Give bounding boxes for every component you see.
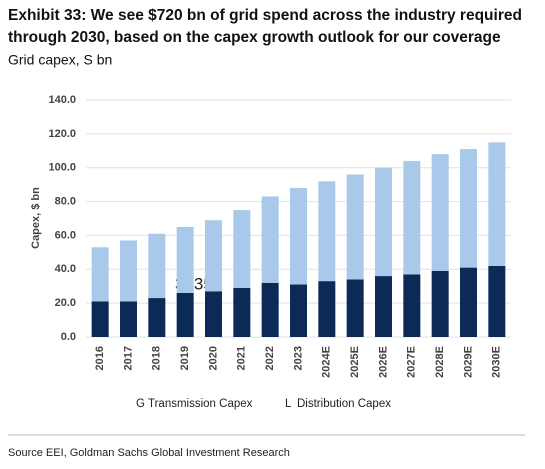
y-axis-label: Capex, $ bn [30,187,42,249]
bar-segment [120,240,137,302]
bar-segment [318,281,336,337]
x-tick-label: 2020 [207,346,219,370]
bar-segment [375,167,392,277]
bar-segment [403,160,421,275]
x-tick-label: 2027E [406,346,418,378]
y-tick-label: 60.0 [55,229,76,241]
source: Source EEI, Goldman Sachs Global Investm… [8,447,290,459]
y-tick-label: 120.0 [48,128,76,140]
bar-segment [120,301,137,337]
x-tick-label: 2025E [349,346,361,378]
bar-segment [488,142,506,266]
legend-marker: G [136,398,145,410]
bar-segment [233,287,251,337]
bar-segment [346,174,364,280]
bar-segment [431,270,449,337]
x-tick-label: 2021 [236,346,248,370]
legend-label: Distribution Capex [297,398,391,410]
bar-segment [261,282,279,337]
x-tick-label: 2018 [151,346,163,370]
bar-segment [261,196,279,283]
chart-title: through 2030, based on the capex growth … [8,29,501,46]
y-tick-label: 20.0 [55,297,76,309]
legend-marker: L [285,398,292,410]
bar-segment [205,220,222,292]
y-tick-label: 0.0 [61,331,76,343]
x-tick-label: 2029E [462,346,474,378]
x-tick-label: 2026E [377,346,389,378]
bar-segment [205,291,222,337]
y-tick-label: 80.0 [55,195,76,207]
bar-segment [148,298,166,337]
bar-segment [318,181,336,282]
bar-segment [488,265,506,337]
x-tick-label: 2023 [292,346,304,370]
bar-segment [148,233,166,299]
bar-segment [346,279,364,337]
bar-segment [91,247,109,302]
x-tick-label: 2022 [264,346,276,370]
x-tick-label: 2017 [122,346,134,370]
chart-subtitle: Grid capex, S bn [8,52,112,68]
bar-segment [176,292,194,337]
x-tick-label: 2030E [491,346,503,378]
x-tick-label: 2024E [321,346,333,378]
x-tick-label: 2016 [94,346,106,370]
bar-segment [290,284,307,337]
y-tick-label: 100.0 [48,162,76,174]
bar-segment [460,267,477,337]
bar-segment [290,188,307,285]
bar-segment [460,149,477,268]
bar-segment [431,154,449,271]
x-tick-label: 2028E [434,346,446,378]
bar-segment [91,301,109,337]
y-tick-label: 140.0 [48,94,76,106]
x-tick-label: 2019 [179,346,191,370]
bar-segment [375,276,392,337]
y-tick-label: 40.0 [55,263,76,275]
bar-segment [176,226,194,293]
bar-segment [233,210,251,288]
chart-title: Exhibit 33: We see $720 bn of grid spend… [8,7,522,24]
legend-label: Transmission Capex [148,398,253,410]
bar-segment [403,274,421,337]
